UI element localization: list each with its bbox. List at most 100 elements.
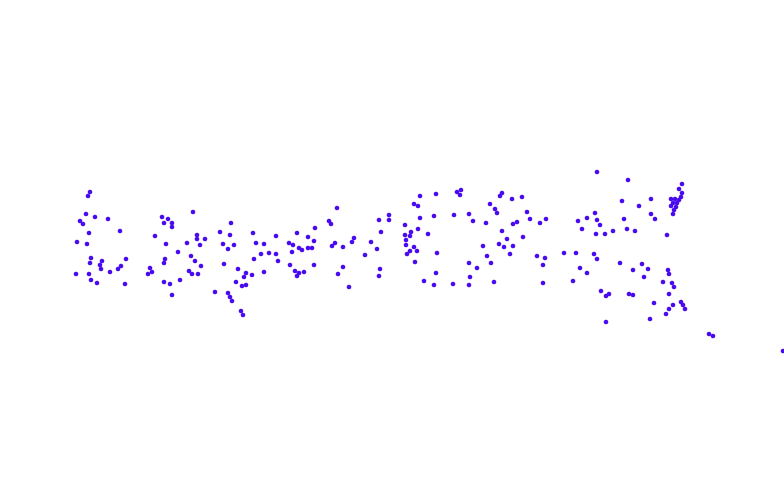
data-point xyxy=(194,232,200,238)
data-point xyxy=(305,245,311,251)
data-point xyxy=(147,265,153,271)
data-point xyxy=(229,298,235,304)
data-point xyxy=(301,269,307,275)
data-point xyxy=(169,292,175,298)
data-point xyxy=(88,255,94,261)
data-point xyxy=(294,230,300,236)
data-point xyxy=(487,201,493,207)
data-point xyxy=(202,236,208,242)
data-point xyxy=(537,220,543,226)
data-point xyxy=(311,238,317,244)
data-point xyxy=(152,233,158,239)
data-point xyxy=(670,211,676,217)
data-point xyxy=(425,231,431,237)
data-point xyxy=(286,240,292,246)
data-point xyxy=(220,241,226,247)
data-point xyxy=(376,273,382,279)
data-point xyxy=(377,266,383,272)
data-point xyxy=(624,226,630,232)
data-point xyxy=(403,242,409,248)
data-point xyxy=(123,256,129,262)
data-point xyxy=(167,281,173,287)
data-point xyxy=(466,260,472,266)
data-point xyxy=(527,216,533,222)
data-point xyxy=(496,241,502,247)
data-point xyxy=(80,221,86,227)
data-point xyxy=(340,264,346,270)
data-point xyxy=(349,239,355,245)
data-point xyxy=(706,331,712,337)
data-point xyxy=(421,278,427,284)
data-point xyxy=(509,196,515,202)
data-point xyxy=(378,229,384,235)
data-point xyxy=(311,262,317,268)
data-point xyxy=(190,209,196,215)
data-point xyxy=(710,333,716,339)
data-point xyxy=(197,242,203,248)
data-point xyxy=(98,266,104,272)
data-point xyxy=(660,279,666,285)
data-point xyxy=(433,191,439,197)
data-point xyxy=(411,244,417,250)
data-point xyxy=(231,242,237,248)
data-point xyxy=(454,189,460,195)
data-point xyxy=(273,251,279,257)
data-point xyxy=(670,302,676,308)
data-point xyxy=(305,234,311,240)
data-point xyxy=(118,263,124,269)
data-point xyxy=(233,279,239,285)
data-point xyxy=(474,265,480,271)
data-point xyxy=(403,237,409,243)
data-point xyxy=(431,282,437,288)
data-point xyxy=(603,293,609,299)
data-point xyxy=(332,240,338,246)
data-point xyxy=(290,242,296,248)
data-point xyxy=(602,231,608,237)
data-point xyxy=(161,220,167,226)
data-point xyxy=(87,260,93,266)
data-point xyxy=(161,279,167,285)
data-point xyxy=(519,194,525,200)
data-point xyxy=(117,228,123,234)
data-point xyxy=(676,186,682,192)
data-point xyxy=(514,219,520,225)
data-point xyxy=(165,216,171,222)
data-point xyxy=(408,229,414,235)
data-point xyxy=(249,272,255,278)
data-point xyxy=(417,215,423,221)
data-point xyxy=(467,274,473,280)
data-point xyxy=(625,177,631,183)
data-point xyxy=(258,251,264,257)
data-point xyxy=(194,236,200,242)
data-point xyxy=(679,190,685,196)
data-point xyxy=(312,225,318,231)
data-point xyxy=(189,271,195,277)
data-point xyxy=(647,316,653,322)
data-point xyxy=(407,233,413,239)
data-point xyxy=(639,261,645,267)
data-point xyxy=(186,268,192,274)
data-point xyxy=(603,319,609,325)
data-point xyxy=(84,241,90,247)
data-point xyxy=(163,241,169,247)
data-point xyxy=(484,253,490,259)
data-point xyxy=(458,187,464,193)
data-point xyxy=(374,246,380,252)
data-point xyxy=(577,265,583,271)
data-point xyxy=(617,260,623,266)
data-point xyxy=(407,248,413,254)
data-point xyxy=(573,250,579,256)
data-point xyxy=(504,236,510,242)
data-point xyxy=(499,228,505,234)
data-point xyxy=(287,262,293,268)
data-point xyxy=(671,207,677,213)
data-point xyxy=(520,234,526,240)
data-point xyxy=(386,217,392,223)
data-point xyxy=(510,243,516,249)
data-point xyxy=(225,246,231,252)
data-point xyxy=(376,217,382,223)
data-point xyxy=(466,282,472,288)
data-point xyxy=(540,280,546,286)
data-point xyxy=(240,312,246,318)
